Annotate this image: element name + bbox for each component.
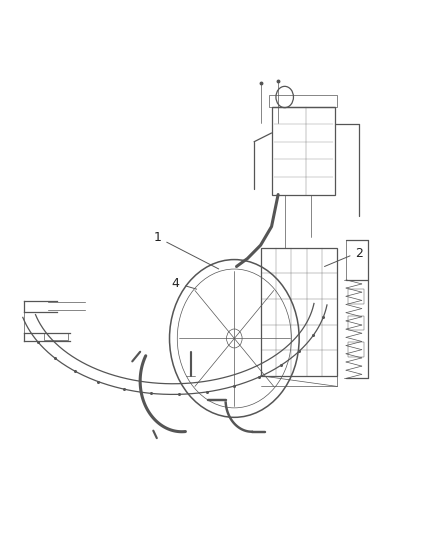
Bar xyxy=(348,316,364,330)
Bar xyxy=(348,289,364,304)
Bar xyxy=(272,107,335,195)
Text: 2: 2 xyxy=(355,247,363,260)
Bar xyxy=(269,95,337,107)
Bar xyxy=(348,342,364,357)
Bar xyxy=(44,333,68,340)
Text: 1: 1 xyxy=(154,231,162,244)
Bar xyxy=(261,248,337,376)
Text: 4: 4 xyxy=(171,277,179,290)
